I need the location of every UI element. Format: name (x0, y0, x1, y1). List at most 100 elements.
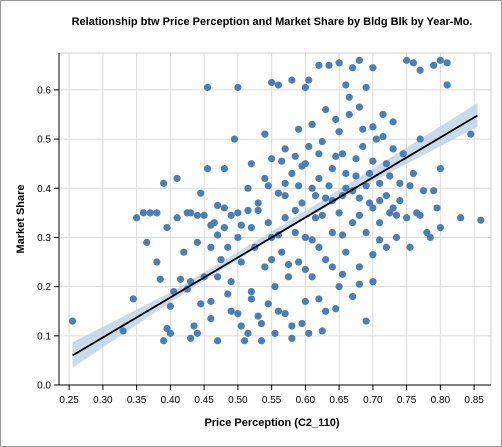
data-point (436, 164, 444, 173)
data-point (315, 243, 323, 251)
data-point (68, 317, 77, 325)
data-point (376, 179, 384, 187)
data-point (328, 263, 336, 271)
data-points (68, 56, 485, 345)
data-point (214, 273, 222, 281)
data-point (180, 248, 188, 256)
data-point (342, 184, 350, 192)
data-point (335, 59, 343, 67)
data-point (298, 162, 306, 170)
data-point (433, 204, 441, 212)
y-tick-label: 0.1 (37, 331, 51, 342)
data-point (207, 297, 215, 305)
data-point (322, 307, 330, 315)
data-point (153, 209, 161, 217)
data-point (274, 307, 282, 315)
data-point (200, 211, 208, 219)
data-point (457, 214, 465, 222)
data-point (436, 224, 444, 232)
data-point (403, 214, 411, 222)
data-point (369, 278, 377, 286)
data-point (278, 157, 286, 165)
data-point (264, 300, 272, 308)
data-point (193, 211, 201, 219)
data-point (234, 83, 242, 92)
data-point (264, 182, 272, 190)
data-point (305, 329, 313, 337)
data-point (315, 295, 323, 303)
data-point (328, 164, 336, 173)
data-point (288, 169, 296, 178)
x-tick-label: 0.85 (464, 395, 484, 406)
data-point (203, 164, 212, 173)
data-point (359, 142, 367, 151)
data-point (281, 310, 289, 318)
x-tick-label: 0.50 (228, 395, 248, 406)
x-tick-label: 0.55 (262, 395, 282, 406)
data-point (281, 214, 289, 222)
data-point (325, 182, 333, 190)
data-point (220, 204, 228, 212)
data-point (399, 150, 407, 158)
data-point (139, 209, 147, 217)
data-point (322, 255, 330, 264)
data-point (288, 334, 296, 342)
y-tick-label: 0.4 (37, 184, 51, 195)
data-point (416, 135, 424, 143)
data-point (268, 155, 276, 163)
data-point (355, 56, 363, 64)
data-point (308, 236, 316, 244)
data-point (409, 169, 417, 178)
data-point (227, 278, 235, 286)
x-tick-label: 0.35 (127, 395, 147, 406)
x-tick-label: 0.30 (93, 395, 113, 406)
data-point (173, 214, 181, 222)
data-point (247, 295, 255, 303)
x-tick-label: 0.75 (397, 395, 417, 406)
data-point (237, 258, 245, 266)
data-point (187, 334, 195, 342)
data-point (271, 329, 279, 337)
data-point (396, 196, 404, 205)
chart-title: Relationship btw Price Perception and Ma… (72, 16, 473, 28)
data-point (257, 337, 266, 345)
data-point (166, 302, 174, 310)
x-tick-label: 0.45 (194, 395, 214, 406)
data-point (288, 76, 296, 84)
data-point (187, 209, 195, 217)
data-point (305, 76, 313, 84)
data-point (318, 327, 326, 335)
data-point (409, 59, 417, 67)
data-point (332, 115, 340, 123)
data-point (328, 228, 336, 237)
data-point (352, 155, 360, 163)
data-point (241, 337, 249, 345)
data-point (274, 81, 282, 89)
data-point (362, 182, 370, 190)
data-point (355, 194, 363, 202)
data-point (298, 319, 306, 328)
data-point (244, 329, 252, 337)
data-point (308, 120, 316, 128)
data-point (382, 160, 390, 168)
data-point (257, 319, 266, 328)
data-point (332, 305, 340, 313)
axes: 0.25 0.30 0.35 0.40 0.45 0.50 0.55 0.60 0.65 0.70… (37, 53, 491, 406)
data-point (392, 233, 401, 242)
data-point (278, 248, 286, 256)
data-point (166, 329, 174, 337)
data-point (365, 169, 374, 178)
y-tick-label: 0.0 (37, 381, 51, 392)
data-point (379, 133, 387, 141)
data-point (224, 243, 232, 251)
data-point (430, 61, 438, 69)
data-point (295, 125, 303, 133)
data-point (170, 287, 178, 296)
data-point (365, 199, 374, 207)
data-point (264, 219, 272, 227)
data-point (288, 322, 296, 330)
data-point (436, 56, 444, 64)
data-point (261, 130, 269, 138)
data-point (477, 216, 485, 224)
